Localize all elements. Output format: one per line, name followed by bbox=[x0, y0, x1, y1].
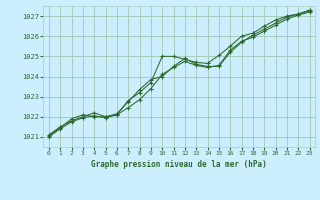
X-axis label: Graphe pression niveau de la mer (hPa): Graphe pression niveau de la mer (hPa) bbox=[91, 160, 267, 169]
